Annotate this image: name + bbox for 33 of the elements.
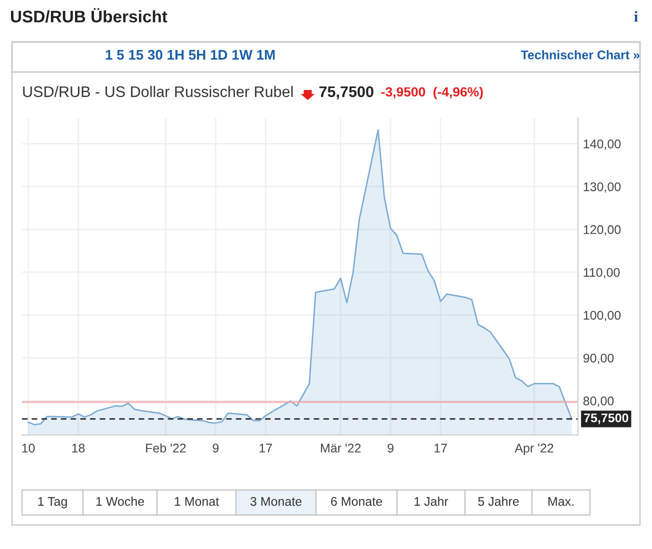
text: 3 Monate (250, 497, 302, 506)
y-tick-label: 130,00 (584, 182, 621, 193)
y-tick-label: 120,00 (584, 225, 621, 236)
text: Technischer Chart » (520, 50, 640, 60)
y-tick-label: 90,00 (583, 354, 614, 364)
x-tick-label: 9 (212, 444, 219, 453)
text: (-4,96%) (434, 86, 483, 100)
text: i (634, 11, 638, 22)
x-tick-label: 10 (22, 444, 35, 453)
x-tick-label: 9 (388, 444, 394, 453)
x-tick-label: 17 (260, 444, 272, 452)
x-tick-label: 18 (72, 444, 85, 453)
y-tick-label: 140,00 (584, 140, 621, 150)
x-tick-label: Feb '22 (146, 443, 186, 453)
text: 1 Monat (174, 497, 219, 506)
text: 6 Monate (331, 497, 382, 506)
text: 1 5 15 30 1H 5H 1D 1W 1M (106, 50, 275, 60)
text: 75,7500 (319, 86, 374, 100)
text: 5 Jahre (478, 496, 519, 506)
text: 1 Jahr (414, 496, 448, 506)
text: Max. (548, 497, 574, 506)
x-tick-label: 17 (434, 444, 447, 452)
x-tick-label: Apr '22 (514, 444, 554, 455)
y-tick-label: 100,00 (584, 310, 621, 322)
chart-title: USD/RUB Übersicht (11, 8, 168, 23)
y-tick-label: 110,00 (584, 268, 620, 278)
x-tick-label: Mär '22 (320, 444, 361, 453)
text: -3,9500 (381, 87, 426, 98)
text: 1 Tag (38, 497, 67, 508)
text: 1 Woche (96, 496, 144, 506)
ref-line-label: 75,7500 (584, 413, 628, 424)
chart-subtitle: USD/RUB - US Dollar Russischer Rubel (23, 86, 293, 98)
y-tick-label: 80,00 (583, 396, 614, 407)
